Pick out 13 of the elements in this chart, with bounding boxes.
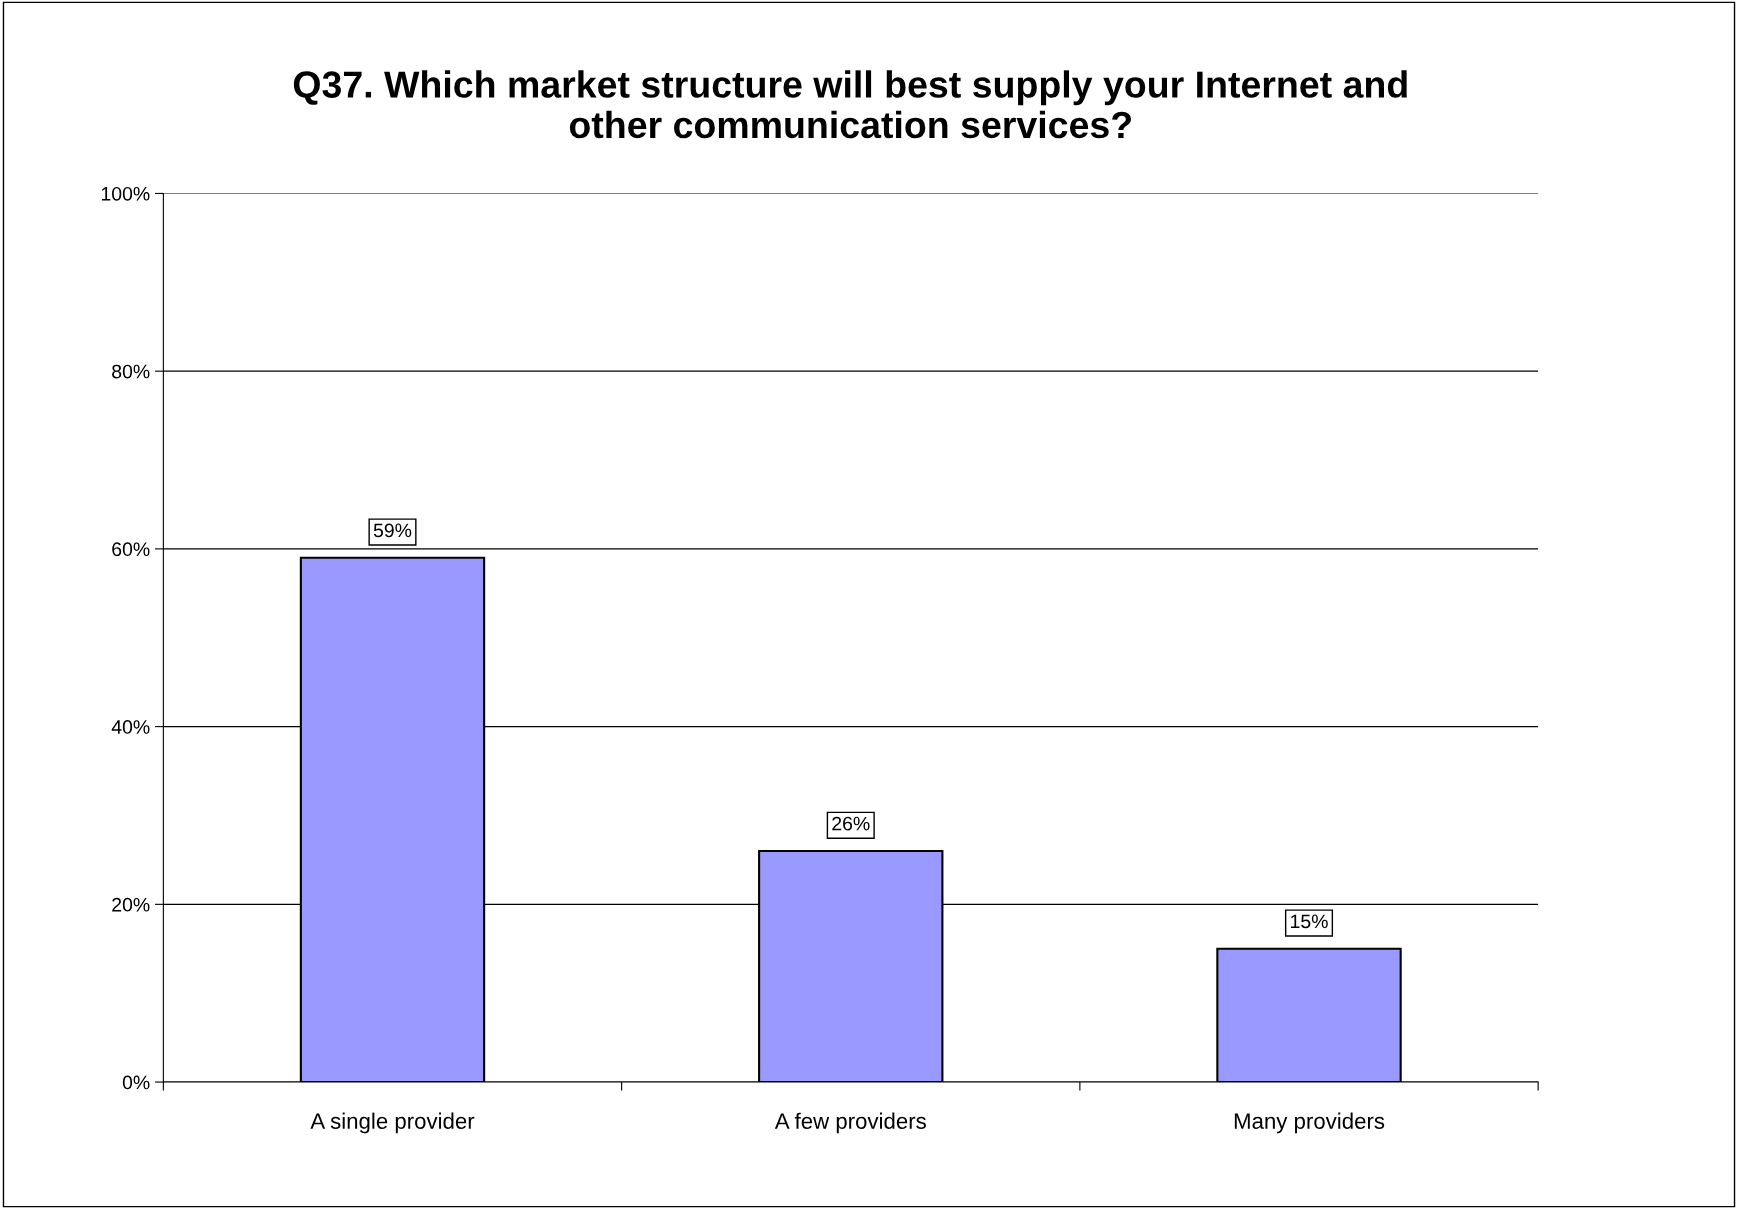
x-tick-label: A single provider (310, 1112, 475, 1134)
y-tick-label: 20% (112, 897, 150, 912)
y-tick-label: 40% (111, 720, 150, 734)
x-tick-label: A few providers (774, 1112, 926, 1134)
data-label: 26% (832, 816, 870, 831)
y-tick-label: 0% (122, 1075, 150, 1090)
chart-title: Q37. Which market structure will best supply your Internet and other communication services? (293, 70, 1407, 139)
y-tick-label: 80% (112, 364, 150, 379)
y-tick-label: 100% (101, 186, 150, 201)
data-label: 59% (373, 523, 412, 538)
data-label: 15% (1291, 914, 1328, 929)
x-tick-label: Many providers (1234, 1112, 1385, 1134)
y-tick-label: 60% (112, 542, 150, 557)
